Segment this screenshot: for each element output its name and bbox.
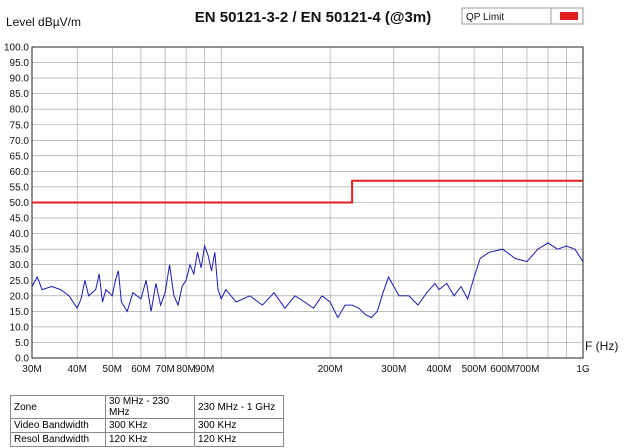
y-tick-label: 100.0 <box>4 43 29 54</box>
y-tick-label: 45.0 <box>10 214 30 225</box>
legend-label: QP Limit <box>466 12 504 23</box>
series-line <box>32 179 583 204</box>
y-tick-label: 70.0 <box>10 136 30 147</box>
y-tick-label: 65.0 <box>10 151 30 162</box>
y-tick-label: 5.0 <box>15 338 29 349</box>
x-tick-label: 700M <box>514 364 539 375</box>
x-tick-label: 70M <box>155 364 174 375</box>
y-tick-label: 80.0 <box>10 105 30 116</box>
y-tick-label: 30.0 <box>10 260 30 271</box>
table-cell: 120 KHz <box>194 432 284 447</box>
x-tick-label: 90M <box>195 364 214 375</box>
y-tick-label: 35.0 <box>10 245 30 256</box>
x-tick-label: 80M <box>176 364 195 375</box>
y-tick-label: 25.0 <box>10 276 30 287</box>
y-axis-label: Level dBµV/m <box>6 15 81 29</box>
y-tick-label: 60.0 <box>10 167 30 178</box>
table-cell: 30 MHz - 230 MHz <box>105 395 195 419</box>
y-tick-label: 75.0 <box>10 120 30 131</box>
y-tick-label: 15.0 <box>10 307 30 318</box>
settings-table: Zone 30 MHz - 230 MHz 230 MHz - 1 GHz Video… <box>10 395 284 447</box>
table-row: Resol Bandwidth 120 KHz 120 KHz <box>10 432 284 447</box>
chart-title: EN 50121-3-2 / EN 50121-4 (@3m) <box>195 9 431 26</box>
x-tick-label: 200M <box>318 364 343 375</box>
x-axis-label: F (Hz) <box>585 339 618 353</box>
table-cell: 230 MHz - 1 GHz <box>194 395 284 419</box>
series-line <box>31 242 584 319</box>
x-tick-label: 30M <box>22 364 41 375</box>
legend-swatch <box>560 12 578 20</box>
table-cell: 300 KHz <box>194 418 284 433</box>
table-cell: Video Bandwidth <box>10 418 106 433</box>
y-tick-label: 95.0 <box>10 58 30 69</box>
y-tick-label: 10.0 <box>10 322 30 333</box>
x-tick-label: 300M <box>381 364 406 375</box>
y-tick-label: 90.0 <box>10 74 30 85</box>
table-cell: Resol Bandwidth <box>10 432 106 447</box>
y-tick-label: 85.0 <box>10 89 30 100</box>
legend-box <box>461 7 584 25</box>
x-tick-label: 40M <box>67 364 86 375</box>
y-tick-label: 20.0 <box>10 291 30 302</box>
table-row: Video Bandwidth 300 KHz 300 KHz <box>10 418 284 433</box>
x-tick-label: 500M <box>462 364 487 375</box>
y-tick-label: 55.0 <box>10 182 30 193</box>
y-tick-label: 40.0 <box>10 229 30 240</box>
x-tick-label: 600M <box>490 364 515 375</box>
y-tick-label: 0.0 <box>15 354 29 365</box>
x-tick-label: 1G <box>576 364 590 375</box>
table-cell: Zone <box>10 395 106 419</box>
x-tick-label: 50M <box>103 364 122 375</box>
y-tick-label: 50.0 <box>10 198 30 209</box>
table-cell: 120 KHz <box>105 432 195 447</box>
table-row: Zone 30 MHz - 230 MHz 230 MHz - 1 GHz <box>10 395 284 419</box>
x-tick-label: 60M <box>131 364 150 375</box>
table-cell: 300 KHz <box>105 418 195 433</box>
x-tick-label: 400M <box>427 364 452 375</box>
